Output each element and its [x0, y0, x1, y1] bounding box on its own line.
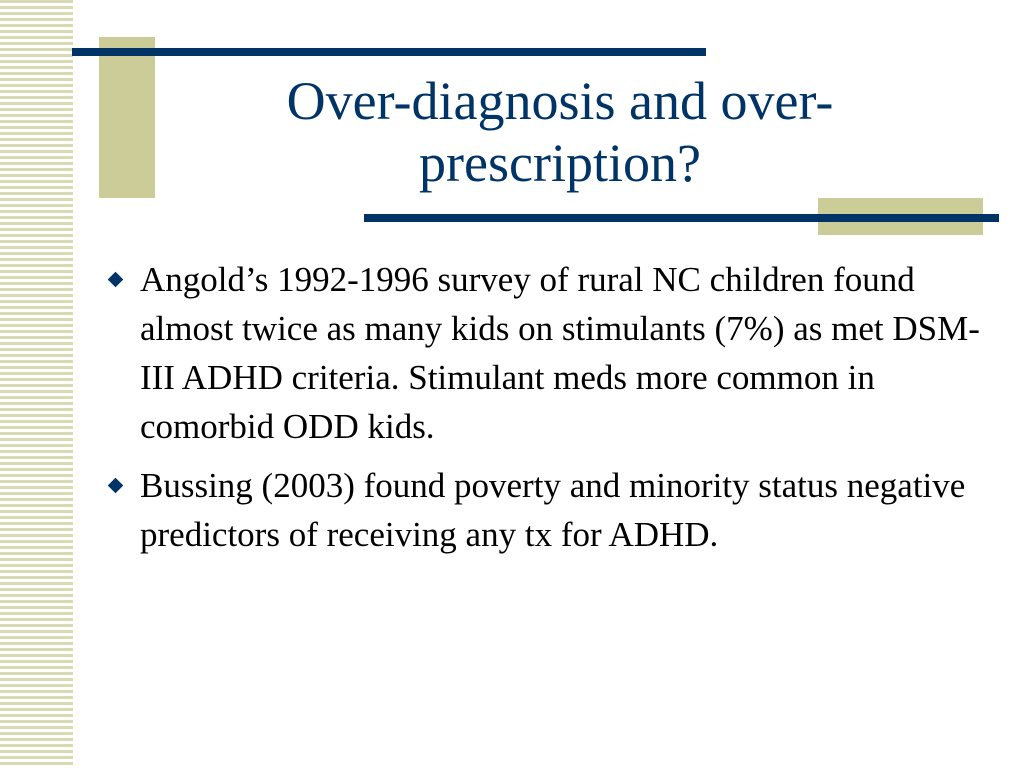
bullet-item-angold: Angold’s 1992-1996 survey of rural NC ch…: [104, 255, 984, 451]
title-accent-line-top: [72, 48, 706, 56]
diamond-bullet-icon: [107, 477, 124, 494]
title-accent-block-left: [99, 37, 155, 198]
bullet-list: Angold’s 1992-1996 survey of rural NC ch…: [104, 255, 984, 569]
bullet-item-bussing: Bussing (2003) found poverty and minorit…: [104, 461, 984, 559]
bullet-text: Angold’s 1992-1996 survey of rural NC ch…: [140, 260, 980, 446]
slide-title: Over-diagnosis and over-prescription?: [286, 71, 834, 193]
title-accent-line-bottom: [364, 214, 999, 222]
left-stripe-decoration: [0, 0, 73, 768]
diamond-bullet-icon: [107, 271, 124, 288]
bullet-text: Bussing (2003) found poverty and minorit…: [140, 466, 966, 554]
